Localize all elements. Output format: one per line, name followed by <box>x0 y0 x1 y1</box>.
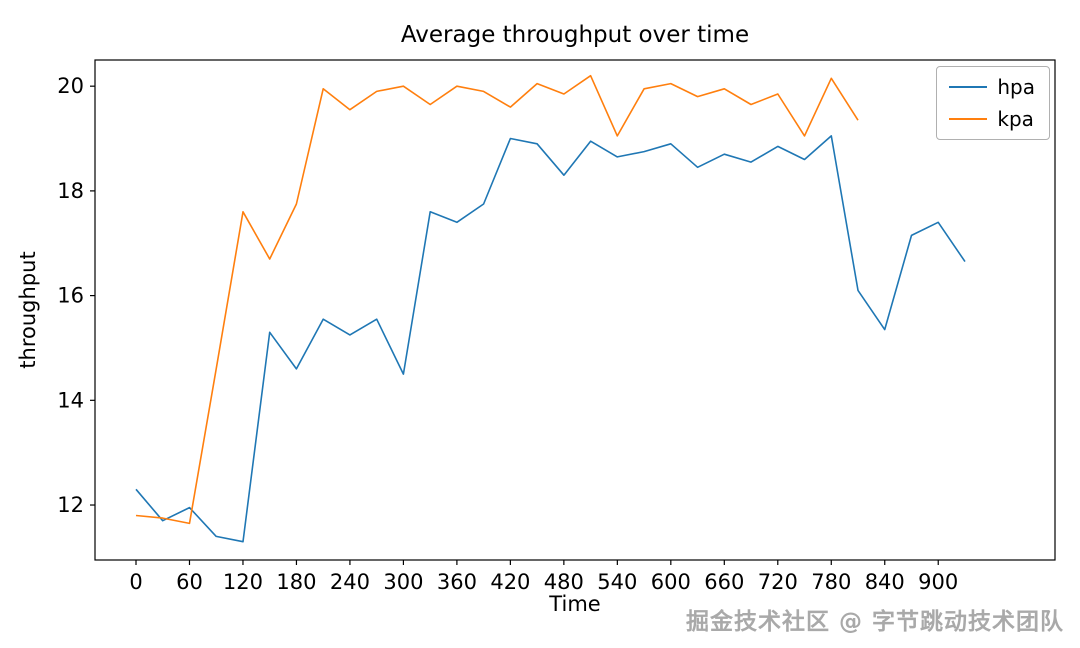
x-tick-label: 360 <box>437 570 477 594</box>
plot-frame <box>94 59 1056 561</box>
y-tick-label: 20 <box>57 74 84 98</box>
x-tick-label: 420 <box>490 570 530 594</box>
x-tick-label: 720 <box>758 570 798 594</box>
series-line-kpa <box>135 74 859 525</box>
legend-label-hpa: hpa <box>997 75 1035 99</box>
legend-label-kpa: kpa <box>997 107 1034 131</box>
x-tick-label: 840 <box>865 570 905 594</box>
legend: hpa kpa <box>936 66 1050 140</box>
y-tick-label: 18 <box>57 179 84 203</box>
legend-line-sample-hpa <box>949 86 988 88</box>
y-tick-label: 14 <box>57 388 84 412</box>
x-tick-label: 240 <box>330 570 370 594</box>
legend-entry-kpa: kpa <box>949 107 1035 131</box>
x-tick-label: 540 <box>597 570 637 594</box>
x-axis-label: Time <box>549 592 601 616</box>
series-line-hpa <box>135 135 966 543</box>
y-tick-label: 12 <box>57 493 84 517</box>
legend-entry-hpa: hpa <box>949 75 1035 99</box>
y-tick-label: 16 <box>57 284 84 308</box>
x-tick-label: 600 <box>651 570 691 594</box>
watermark-text: 掘金技术社区 @ 字节跳动技术团队 <box>685 609 1064 635</box>
x-tick-label: 300 <box>383 570 423 594</box>
x-tick-label: 480 <box>544 570 584 594</box>
x-tick-label: 120 <box>223 570 263 594</box>
x-tick-label: 60 <box>176 570 203 594</box>
x-tick-label: 180 <box>276 570 316 594</box>
legend-line-sample-kpa <box>949 118 988 120</box>
y-axis-label: throughput <box>16 251 40 369</box>
x-tick-label: 780 <box>811 570 851 594</box>
x-tick-label: 0 <box>129 570 142 594</box>
x-tick-label: 660 <box>704 570 744 594</box>
chart-title: Average throughput over time <box>400 22 750 48</box>
x-tick-label: 900 <box>918 570 958 594</box>
